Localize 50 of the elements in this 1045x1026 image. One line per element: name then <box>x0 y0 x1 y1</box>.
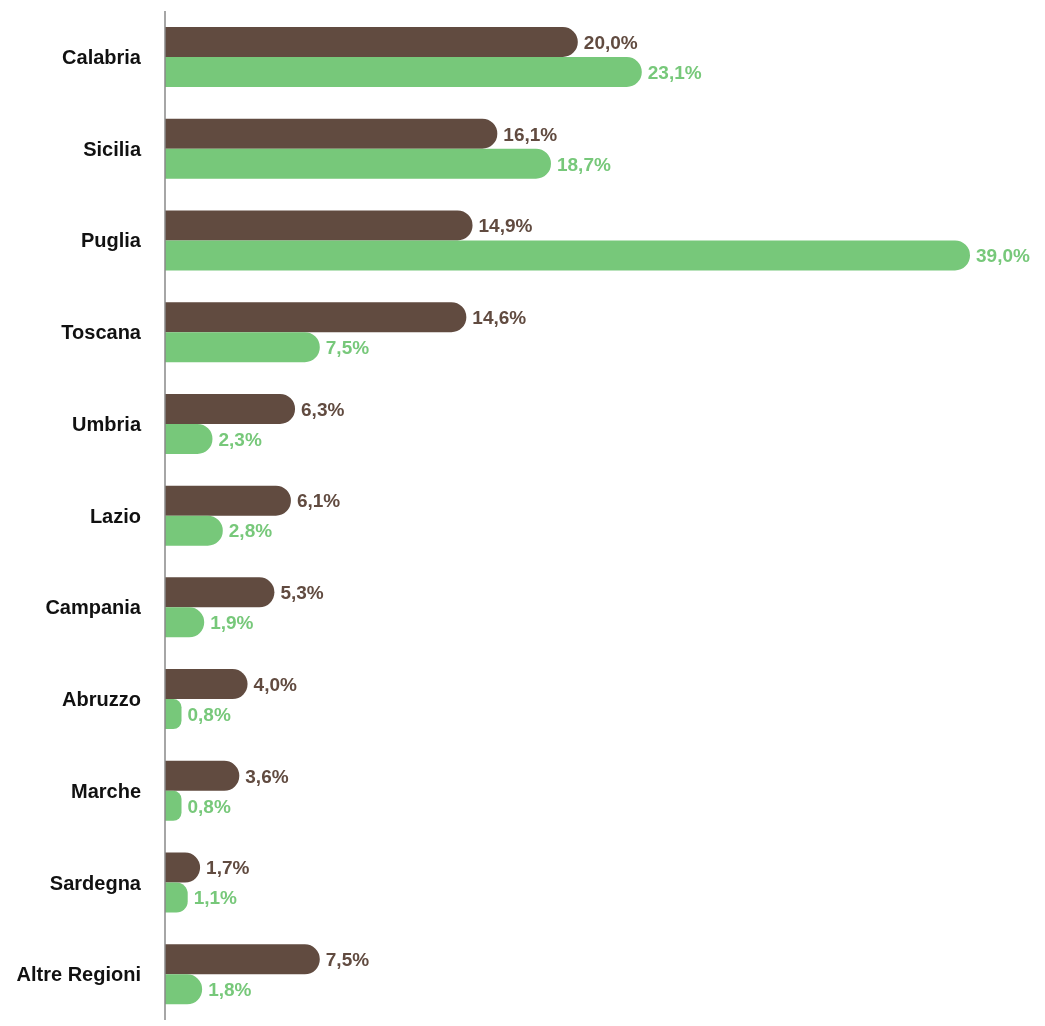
y-tick-label: Altre Regioni <box>16 963 141 986</box>
data-label: 1,1% <box>193 887 238 909</box>
data-label: 2,8% <box>228 520 273 542</box>
data-label: 2,3% <box>218 428 262 450</box>
y-tick-label: Sicilia <box>83 137 142 160</box>
data-label: 0,8% <box>187 703 231 725</box>
data-label: 39,0% <box>976 245 1030 267</box>
data-label: 1,9% <box>210 612 254 634</box>
bar <box>165 393 296 424</box>
data-label: 6,3% <box>301 398 345 420</box>
bar <box>165 669 248 700</box>
y-tick-label: Lazio <box>89 504 141 527</box>
bar <box>165 210 473 241</box>
bar <box>165 148 551 179</box>
data-label: 14,9% <box>478 215 533 237</box>
bar <box>165 57 642 87</box>
data-label: 14,6% <box>472 307 527 329</box>
bar <box>165 332 320 363</box>
data-label: 1,7% <box>206 857 250 879</box>
bar <box>165 485 291 516</box>
bar <box>165 790 182 821</box>
bar <box>165 302 467 333</box>
data-label: 4,0% <box>253 673 297 695</box>
data-label: 7,5% <box>325 337 370 359</box>
bar <box>165 944 320 975</box>
y-tick-label: Umbria <box>72 412 142 435</box>
y-tick-label: Marche <box>70 779 141 802</box>
data-label: 20,0% <box>583 31 638 53</box>
data-label: 16,1% <box>503 123 558 145</box>
data-label: 23,1% <box>647 61 702 83</box>
bar <box>165 118 498 149</box>
bar <box>165 577 275 608</box>
bar <box>165 515 223 546</box>
y-tick-label: Calabria <box>62 45 142 68</box>
y-tick-label: Campania <box>45 596 142 619</box>
data-label: 0,8% <box>187 795 231 817</box>
bar <box>165 240 970 271</box>
bar <box>165 760 240 791</box>
data-label: 6,1% <box>296 490 341 512</box>
data-label: 18,7% <box>556 153 611 175</box>
data-label: 3,6% <box>245 765 289 787</box>
bar <box>165 699 182 730</box>
y-tick-label: Toscana <box>61 321 142 344</box>
y-tick-label: Sardegna <box>49 871 142 894</box>
y-tick-label: Puglia <box>80 229 142 252</box>
data-label: 1,8% <box>208 979 252 1001</box>
y-tick-label: Abruzzo <box>62 688 141 711</box>
data-label: 7,5% <box>325 949 370 971</box>
data-label: 5,3% <box>280 582 324 604</box>
bar <box>165 27 578 57</box>
